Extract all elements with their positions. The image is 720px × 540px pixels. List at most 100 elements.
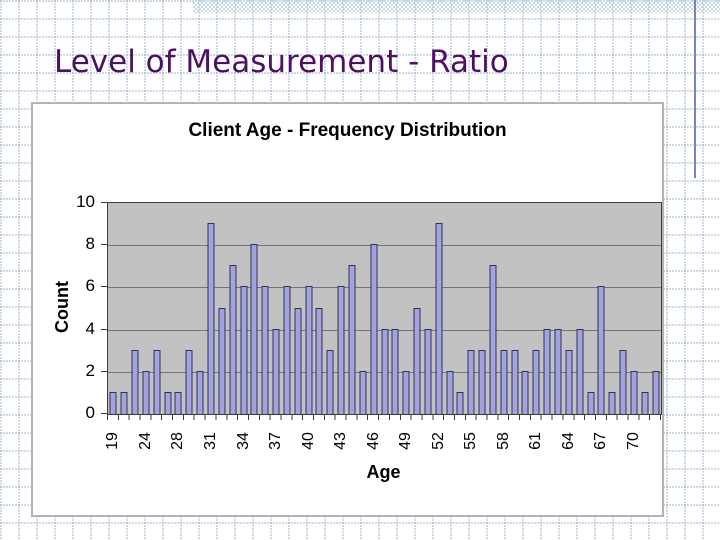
bar-slot [498,203,509,414]
y-tick-label: 4 [85,318,95,338]
bar [359,370,367,414]
bar-slot [607,203,618,414]
bar-slot [162,203,173,414]
bar [196,370,204,414]
bar [554,328,562,414]
bar-slot [347,203,358,414]
bar [142,370,150,414]
bar-slot [618,203,629,414]
x-tick-label: 24 [136,432,154,450]
bar [240,286,248,414]
bar [261,286,269,414]
bar [272,328,280,414]
plot-area [107,202,662,415]
y-tick-label: 8 [85,234,95,254]
x-tick-label: 28 [169,432,187,450]
bar [229,265,237,414]
bar-slot [325,203,336,414]
y-tick-label: 6 [85,276,95,296]
top-accent-band [193,0,720,13]
x-tick-label: 46 [364,432,382,450]
gridline [108,245,661,247]
bar [511,349,519,414]
slide-title: Level of Measurement - Ratio [54,44,509,80]
bar [456,391,464,414]
bar-slot [151,203,162,414]
bar-slot [553,203,564,414]
y-tick-label: 10 [76,192,95,211]
bar-slot [422,203,433,414]
bar [500,349,508,414]
bar-slot [108,203,119,414]
bar [174,391,182,414]
bar-slot [368,203,379,414]
x-tick-label: 43 [332,432,350,450]
x-tick-label: 49 [397,432,415,450]
bar [521,370,529,414]
bar [435,223,443,414]
bar [391,328,399,414]
bar [619,349,627,414]
bar [565,349,573,414]
bar-slot [379,203,390,414]
bar-slot [292,203,303,414]
x-tick-label: 58 [494,432,512,450]
bar [283,286,291,414]
x-tick-label: 31 [201,432,219,450]
bar [608,391,616,414]
bar [478,349,486,414]
y-axis-tick [101,328,107,330]
bar-slot [542,203,553,414]
bar-slot [509,203,520,414]
x-tick-label: 40 [299,432,317,450]
bar-slot [477,203,488,414]
right-accent-line [694,0,696,178]
bar [630,370,638,414]
bar-slot [596,203,607,414]
bar [587,391,595,414]
bar [532,349,540,414]
x-axis-ticks [107,415,662,420]
bar-slot [390,203,401,414]
bar [446,370,454,414]
y-axis-tick [101,370,107,372]
bar-slot [271,203,282,414]
bar [207,223,215,414]
bar [109,391,117,414]
bar-slot [412,203,423,414]
bar-slot [466,203,477,414]
y-axis-title: Count [52,281,72,333]
x-tick-label: 64 [559,432,577,450]
bar-slot [357,203,368,414]
y-tick-label: 2 [85,360,95,380]
bar [315,307,323,414]
bar [641,391,649,414]
bar [305,286,313,414]
gridline [108,287,661,289]
x-tick-label: 34 [234,432,252,450]
bar-slot [629,203,640,414]
bar-slot [314,203,325,414]
bar-slot [141,203,152,414]
bar [467,349,475,414]
bar-slot [216,203,227,414]
y-axis-tick [101,286,107,288]
chart-title: Client Age - Frequency Distribution [188,120,507,141]
bar [294,307,302,414]
x-tick-label: 67 [592,432,610,450]
bar [381,328,389,414]
y-axis-tick [101,413,107,414]
bar [120,391,128,414]
x-tick-label: 70 [624,432,642,450]
x-tick-label: 37 [267,432,285,450]
bar [337,286,345,414]
bar [131,349,139,414]
bar-slot [563,203,574,414]
y-tick-label: 0 [85,403,95,422]
bar-slot [227,203,238,414]
x-tick-label: 55 [462,432,480,450]
bar-slot [488,203,499,414]
chart-container: Client Age - Frequency Distribution Coun… [31,102,664,517]
x-tick-label: 52 [429,432,447,450]
